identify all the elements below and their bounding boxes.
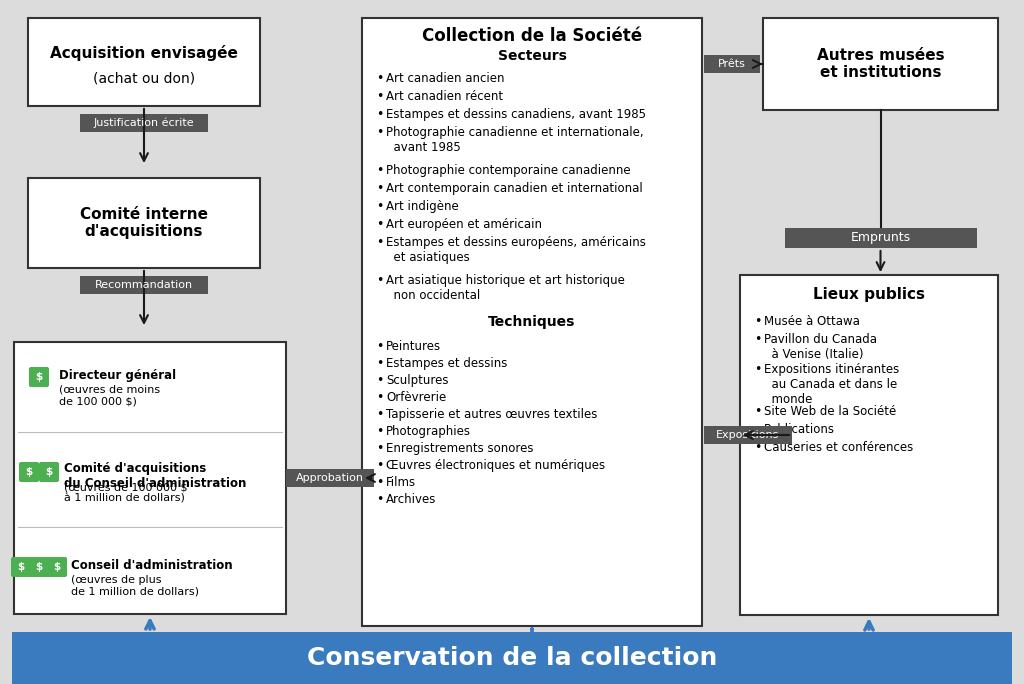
Text: (œuvres de 100 000 $
à 1 million de dollars): (œuvres de 100 000 $ à 1 million de doll…: [63, 482, 187, 503]
Text: Tapisserie et autres œuvres textiles: Tapisserie et autres œuvres textiles: [386, 408, 597, 421]
Text: Pavillon du Canada
  à Venise (Italie): Pavillon du Canada à Venise (Italie): [764, 333, 877, 361]
Text: Art canadien ancien: Art canadien ancien: [386, 72, 505, 85]
Text: $: $: [17, 562, 25, 572]
Text: $: $: [36, 372, 43, 382]
Text: Recommandation: Recommandation: [95, 280, 194, 290]
Text: Causeries et conférences: Causeries et conférences: [764, 441, 913, 454]
Text: Site Web de la Société: Site Web de la Société: [764, 405, 896, 418]
Text: Comité interne
d'acquisitions: Comité interne d'acquisitions: [80, 207, 208, 239]
Text: Estampes et dessins: Estampes et dessins: [386, 357, 507, 370]
FancyBboxPatch shape: [80, 276, 208, 294]
FancyBboxPatch shape: [47, 557, 67, 577]
FancyBboxPatch shape: [11, 557, 31, 577]
FancyBboxPatch shape: [19, 462, 39, 482]
Text: Estampes et dessins canadiens, avant 1985: Estampes et dessins canadiens, avant 198…: [386, 108, 646, 121]
FancyBboxPatch shape: [14, 342, 286, 614]
Text: •: •: [754, 423, 762, 436]
Text: Art indigène: Art indigène: [386, 200, 459, 213]
Text: Photographies: Photographies: [386, 425, 471, 438]
Text: Justification écrite: Justification écrite: [93, 118, 195, 129]
Text: Emprunts: Emprunts: [851, 231, 910, 244]
Text: Peintures: Peintures: [386, 340, 441, 353]
Text: •: •: [754, 405, 762, 418]
Text: Art européen et américain: Art européen et américain: [386, 218, 542, 231]
Text: Musée à Ottawa: Musée à Ottawa: [764, 315, 860, 328]
Text: Photographie contemporaine canadienne: Photographie contemporaine canadienne: [386, 164, 631, 177]
Text: Enregistrements sonores: Enregistrements sonores: [386, 442, 534, 455]
Text: Secteurs: Secteurs: [498, 49, 566, 63]
FancyBboxPatch shape: [362, 18, 702, 626]
Text: •: •: [376, 340, 383, 353]
Text: •: •: [376, 459, 383, 472]
FancyBboxPatch shape: [705, 55, 760, 73]
Text: Autres musées
et institutions: Autres musées et institutions: [817, 48, 944, 80]
Text: Collection de la Société: Collection de la Société: [422, 27, 642, 45]
Text: Sculptures: Sculptures: [386, 374, 449, 387]
Text: Films: Films: [386, 476, 416, 489]
Text: Orfèvrerie: Orfèvrerie: [386, 391, 446, 404]
Text: •: •: [376, 182, 383, 195]
Text: Publications: Publications: [764, 423, 835, 436]
Text: Art contemporain canadien et international: Art contemporain canadien et internation…: [386, 182, 643, 195]
Text: Archives: Archives: [386, 493, 436, 506]
Text: •: •: [376, 391, 383, 404]
Text: •: •: [754, 441, 762, 454]
Text: •: •: [376, 90, 383, 103]
Text: •: •: [376, 164, 383, 177]
FancyBboxPatch shape: [29, 367, 49, 387]
Text: (achat ou don): (achat ou don): [93, 71, 195, 85]
Text: Œuvres électroniques et numériques: Œuvres électroniques et numériques: [386, 459, 605, 472]
FancyBboxPatch shape: [763, 18, 998, 110]
Text: •: •: [754, 363, 762, 376]
Text: •: •: [376, 493, 383, 506]
FancyBboxPatch shape: [28, 18, 260, 106]
FancyBboxPatch shape: [740, 275, 998, 615]
Text: Comité d'acquisitions
du Conseil d'administration: Comité d'acquisitions du Conseil d'admin…: [63, 462, 247, 490]
FancyBboxPatch shape: [28, 178, 260, 268]
Text: $: $: [36, 562, 43, 572]
FancyBboxPatch shape: [12, 632, 1012, 684]
Text: Photographie canadienne et internationale,
  avant 1985: Photographie canadienne et international…: [386, 126, 644, 154]
Text: $: $: [53, 562, 60, 572]
Text: Estampes et dessins européens, américains
  et asiatiques: Estampes et dessins européens, américain…: [386, 236, 646, 264]
Text: •: •: [376, 425, 383, 438]
Text: Lieux publics: Lieux publics: [813, 287, 925, 302]
Text: •: •: [376, 357, 383, 370]
Text: •: •: [754, 333, 762, 346]
Text: •: •: [376, 218, 383, 231]
FancyBboxPatch shape: [705, 426, 792, 444]
Text: •: •: [376, 442, 383, 455]
Text: Expositions itinérantes
  au Canada et dans le
  monde: Expositions itinérantes au Canada et dan…: [764, 363, 899, 406]
Text: •: •: [376, 236, 383, 249]
Text: (œuvres de moins
de 100 000 $): (œuvres de moins de 100 000 $): [59, 385, 160, 406]
FancyBboxPatch shape: [39, 462, 59, 482]
Text: Expositions: Expositions: [717, 430, 779, 440]
Text: •: •: [376, 274, 383, 287]
Text: •: •: [376, 126, 383, 139]
Text: •: •: [376, 72, 383, 85]
Text: •: •: [376, 200, 383, 213]
Text: $: $: [45, 467, 52, 477]
Text: •: •: [376, 108, 383, 121]
FancyBboxPatch shape: [29, 557, 49, 577]
FancyBboxPatch shape: [80, 114, 208, 132]
Text: Directeur général: Directeur général: [59, 369, 176, 382]
Text: Art canadien récent: Art canadien récent: [386, 90, 503, 103]
Text: •: •: [376, 374, 383, 387]
Text: Conseil d'administration: Conseil d'administration: [71, 559, 232, 572]
Text: •: •: [376, 408, 383, 421]
Text: •: •: [376, 476, 383, 489]
Text: $: $: [26, 467, 33, 477]
FancyBboxPatch shape: [784, 228, 977, 248]
Text: Approbation: Approbation: [296, 473, 364, 483]
Text: •: •: [754, 315, 762, 328]
Text: Acquisition envisagée: Acquisition envisagée: [50, 45, 238, 61]
Text: Art asiatique historique et art historique
  non occidental: Art asiatique historique et art historiq…: [386, 274, 625, 302]
Text: (œuvres de plus
de 1 million de dollars): (œuvres de plus de 1 million de dollars): [71, 575, 199, 596]
FancyBboxPatch shape: [286, 469, 374, 487]
Text: Techniques: Techniques: [488, 315, 575, 329]
Text: Prêts: Prêts: [718, 59, 745, 69]
Text: Conservation de la collection: Conservation de la collection: [307, 646, 717, 670]
